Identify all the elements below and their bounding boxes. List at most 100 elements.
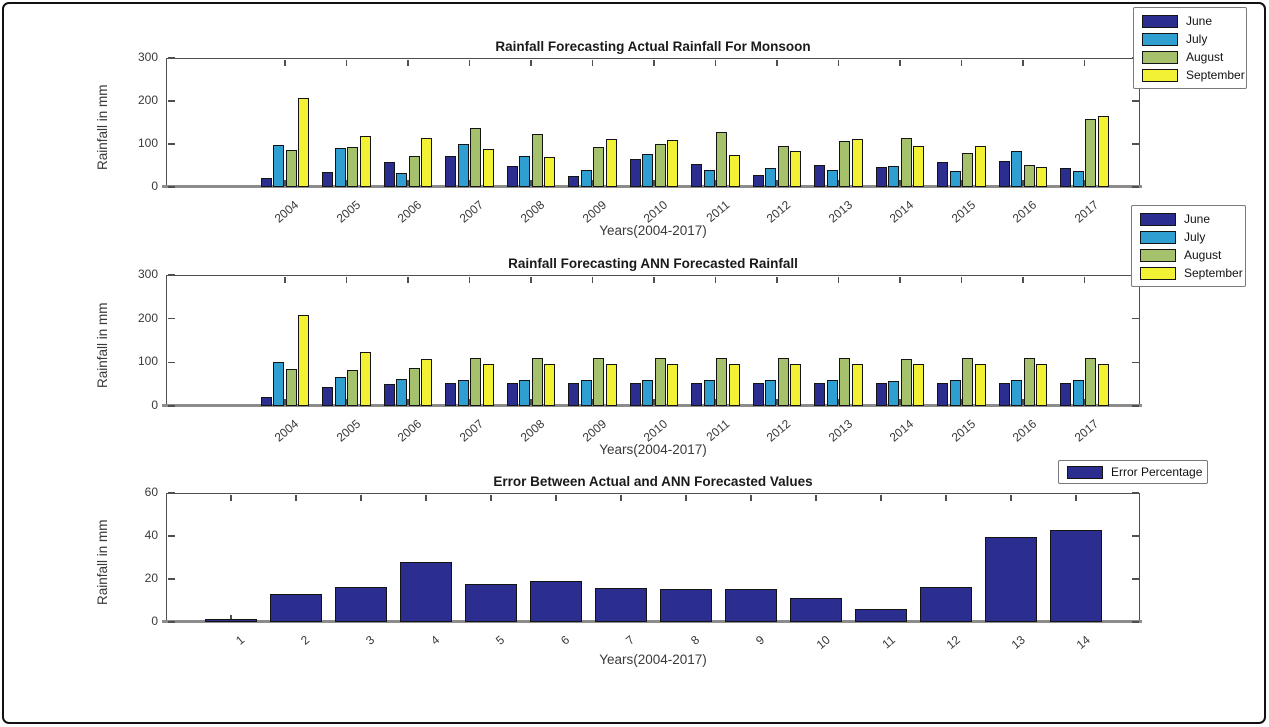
bar-june-2014 (875, 383, 887, 406)
bar-june-2005 (322, 386, 334, 406)
chart-title: Rainfall Forecasting Actual Rainfall For… (495, 39, 811, 54)
legend-label: July (1184, 230, 1206, 244)
bar-august-2007 (470, 358, 482, 406)
bar-july-2009 (580, 380, 592, 406)
bar-september-2013 (851, 138, 863, 187)
tick-mark (468, 179, 471, 186)
x-tick-label-text: 11 (878, 632, 898, 652)
x-tick-label-text: 2016 (1010, 197, 1040, 226)
bar-june-2006 (383, 384, 395, 406)
y-tick-label: 300 (137, 267, 158, 281)
bar-september-2007 (482, 149, 494, 187)
legend-swatch-september (1140, 266, 1176, 280)
tick-mark (1131, 143, 1139, 145)
bar-error-percentage-2 (270, 594, 322, 622)
bar-july-2007 (457, 380, 469, 406)
legend-entry: August (1142, 50, 1238, 64)
tick-mark (1083, 179, 1086, 186)
x-tick-label-text: 8 (688, 632, 703, 648)
bar-july-2004 (273, 361, 285, 406)
x-tick-label-text: 2008 (518, 416, 548, 445)
tick-mark (167, 317, 175, 320)
bar-august-2015 (962, 153, 974, 187)
bar-august-2014 (900, 137, 912, 187)
bar-july-2015 (949, 380, 961, 406)
tick-mark (960, 398, 963, 405)
bar-june-2007 (445, 383, 457, 406)
bar-june-2016 (998, 383, 1010, 406)
y-tick-label: 100 (137, 354, 158, 369)
tick-mark (880, 494, 882, 501)
bar-august-2009 (593, 146, 605, 187)
bar-error-percentage-5 (465, 584, 517, 622)
x-axis-line (162, 620, 1142, 623)
bar-september-2017 (1097, 116, 1109, 187)
tick-mark (899, 179, 901, 186)
bar-july-2013 (826, 170, 838, 187)
tick-mark (284, 59, 286, 66)
bar-june-2004 (260, 178, 272, 187)
bar-september-2015 (974, 145, 986, 187)
tick-mark (345, 398, 348, 405)
bar-july-2016 (1011, 150, 1023, 187)
legend-entry: June (1140, 212, 1237, 226)
tick-mark (945, 494, 947, 501)
tick-mark (714, 179, 717, 186)
tick-mark (1022, 398, 1024, 405)
tick-mark (815, 494, 817, 501)
bar-august-2012 (777, 357, 789, 406)
bar-june-2010 (629, 383, 641, 406)
bar-september-2016 (1036, 166, 1048, 187)
legend-box: June July August September (1133, 7, 1247, 89)
y-tick-label: 300 (137, 50, 158, 64)
y-tick-label: 0 (151, 179, 158, 193)
legend-swatch-august (1140, 248, 1176, 262)
bar-august-2005 (347, 370, 359, 406)
bar-august-2004 (285, 369, 297, 406)
legend-label: Error Percentage (1111, 465, 1203, 479)
bar-july-2007 (457, 144, 469, 187)
x-tick-label-text: 13 (1008, 632, 1028, 652)
bar-june-2005 (322, 171, 334, 187)
bar-error-percentage-11 (855, 609, 907, 622)
bar-error-percentage-13 (985, 537, 1037, 622)
x-tick-label-text: 2013 (825, 416, 855, 445)
y-axis-label: Rainfall in mm (95, 301, 110, 388)
legend-swatch-june (1140, 212, 1176, 226)
bar-july-2016 (1011, 380, 1023, 406)
tick-mark (167, 405, 175, 407)
tick-mark (167, 361, 175, 364)
bar-june-2004 (260, 396, 272, 406)
x-tick-label-text: 9 (753, 632, 768, 648)
bar-august-2012 (777, 146, 789, 187)
tick-mark (776, 59, 778, 66)
bar-july-2012 (765, 168, 777, 187)
tick-mark (167, 535, 175, 537)
bar-september-2017 (1097, 364, 1109, 406)
bar-june-2006 (383, 162, 395, 187)
tick-mark (1131, 186, 1139, 188)
x-tick-label-text: 10 (813, 632, 833, 652)
bar-september-2011 (728, 363, 740, 406)
bar-august-2014 (900, 358, 912, 406)
x-tick-label-text: 2009 (579, 416, 609, 445)
x-tick-label-text: 2007 (456, 197, 486, 226)
tick-mark (960, 59, 963, 66)
tick-mark (750, 494, 752, 501)
bar-august-2017 (1085, 119, 1097, 187)
x-tick-label-text: 2017 (1071, 197, 1101, 226)
bar-error-percentage-1 (205, 618, 257, 622)
tick-mark (591, 276, 594, 283)
x-tick-label-text: 5 (493, 632, 508, 648)
bar-august-2010 (654, 144, 666, 187)
chart-title: Rainfall Forecasting ANN Forecasted Rain… (508, 256, 798, 271)
tick-mark (167, 578, 175, 580)
legend-label: June (1184, 212, 1211, 226)
x-tick-label-text: 2014 (887, 197, 917, 226)
tick-mark (1131, 492, 1139, 494)
x-tick-label-text: 2016 (1010, 416, 1040, 445)
bar-july-2008 (519, 380, 531, 406)
bar-july-2013 (826, 380, 838, 406)
tick-mark (714, 398, 717, 405)
y-tick-label: 100 (137, 136, 158, 150)
